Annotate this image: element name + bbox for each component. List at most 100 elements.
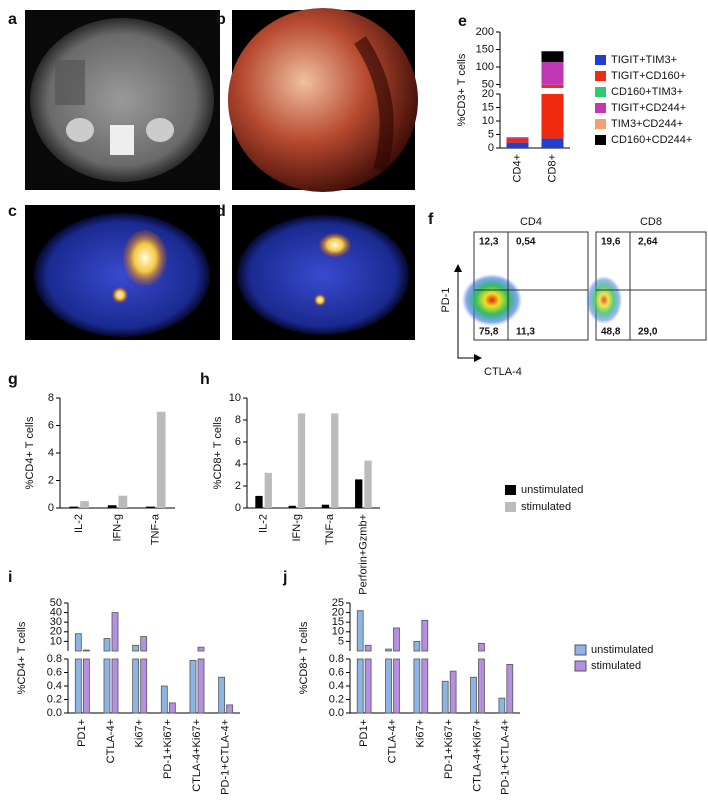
x-tick-label: IL-2 [258,514,270,533]
x-tick-label: PD1+ [358,719,370,747]
x-tick-label: PD1+ [76,719,88,747]
y-tick-label: 40 [50,607,62,619]
legend-label: CD160+CD244+ [611,134,692,146]
x-tick-label: CTLA-4+Ki67+ [191,719,203,792]
y-tick-label: 15 [332,616,344,628]
y-axis-label: %CD8+ T cells [298,621,310,694]
bar [356,658,364,714]
axis-label: CTLA-4 [484,366,522,378]
bar [506,664,514,714]
bar [506,142,529,148]
x-tick-label: IFN-g [291,514,303,542]
bar [111,612,119,652]
x-tick-label: IFN-g [111,514,123,542]
bar [478,642,485,652]
y-tick-label: 100 [476,61,494,73]
y-tick-label: 200 [476,26,494,38]
bar [385,658,392,714]
legend-label: unstimulated [521,484,583,496]
bar [74,633,82,652]
legend-swatch [595,135,606,145]
y-tick-label: 5 [488,128,494,140]
y-tick-label: 0.2 [47,693,62,705]
panel-label: a [8,11,17,28]
legend-swatch [595,103,606,113]
pet-image [25,205,220,340]
bar [107,505,117,508]
panel-label: g [8,371,18,388]
bar [364,658,372,714]
bar [69,506,79,508]
bar [498,697,506,714]
bar [197,658,205,714]
endoscopy-image [228,8,418,192]
bar [364,644,372,652]
legend-label: TIGIT+CD160+ [611,70,686,82]
ct-image [25,10,220,190]
bar [156,411,166,508]
panel-label: e [458,13,467,30]
legend-swatch [595,71,606,81]
x-tick-label: PD-1+CTLA-4+ [220,719,232,795]
bar [132,658,140,714]
legend-swatch [505,485,516,495]
plot-title: CD8 [640,216,662,228]
y-tick-label: 50 [482,78,494,90]
legend-swatch [505,502,516,512]
bar [80,501,89,508]
bar [140,658,148,714]
x-tick-label: PD-1+Ki67+ [443,719,455,779]
y-tick-label: 2 [48,474,54,486]
panel-label: d [216,203,226,220]
y-tick-label: 4 [235,458,241,470]
y-tick-label: 0.0 [47,707,62,719]
bar [470,676,477,714]
y-tick-label: 20 [482,88,494,100]
legend-swatch [574,660,587,672]
bar [264,472,272,508]
y-tick-label: 20 [332,607,344,619]
panel-label: h [200,371,210,388]
y-tick-label: 0.6 [47,666,62,678]
flow-plots [454,231,707,362]
y-tick-label: 4 [48,447,54,459]
axis-label: PD-1 [440,287,452,312]
panel-label: c [8,203,17,220]
y-tick-label: 15 [482,101,494,113]
quadrant-value: 0,54 [516,237,536,248]
panel-label: f [428,211,434,228]
y-tick-label: 6 [235,436,241,448]
quadrant-value: 48,8 [601,327,621,338]
x-tick-label: Perforin+Gzmb+ [357,514,369,595]
bar [364,460,372,508]
legend-label: stimulated [591,660,641,672]
quadrant-value: 2,64 [638,237,658,248]
bar [421,619,429,652]
y-tick-label: 0.8 [329,653,344,665]
y-tick-label: 0.2 [329,693,344,705]
bar [160,685,168,714]
bar [82,658,90,714]
bar [288,505,296,508]
y-tick-label: 0.0 [329,707,344,719]
x-tick-label: CTLA-4+ [105,719,117,763]
y-axis-label: %CD8+ T cells [212,416,224,489]
quadrant-value: 11,3 [516,327,535,338]
y-tick-label: 10 [50,635,62,647]
quadrant-value: 12,3 [479,237,499,248]
y-tick-label: 20 [50,626,62,638]
quadrant-value: 29,0 [638,327,658,338]
y-tick-label: 0 [48,502,54,514]
y-tick-label: 0.4 [47,680,62,692]
bar [413,658,421,714]
bar [541,51,564,63]
y-axis-label: %CD4+ T cells [24,416,36,489]
legend-label: CD160+TIM3+ [611,86,683,98]
bar [541,138,564,148]
pet-image [232,205,415,340]
x-tick-label: PD-1+CTLA-4+ [500,719,512,795]
legend-label: TIGIT+TIM3+ [611,54,677,66]
bar [111,658,119,714]
bar [393,658,400,714]
